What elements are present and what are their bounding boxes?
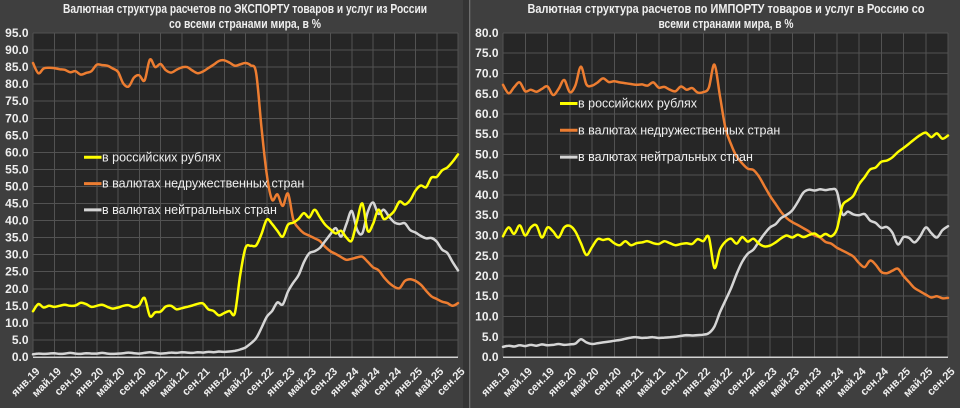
svg-text:80.0: 80.0	[5, 77, 29, 91]
svg-text:15.0: 15.0	[475, 289, 499, 303]
svg-text:65.0: 65.0	[5, 128, 29, 142]
svg-text:90.0: 90.0	[5, 43, 29, 57]
svg-text:35.0: 35.0	[475, 208, 499, 222]
svg-text:85.0: 85.0	[5, 60, 29, 74]
svg-text:0.0: 0.0	[482, 350, 499, 364]
svg-text:50.0: 50.0	[5, 180, 29, 194]
svg-text:в валютах недружественных стра: в валютах недружественных стран	[102, 177, 304, 191]
svg-text:25.0: 25.0	[475, 249, 499, 263]
svg-text:95.0: 95.0	[5, 26, 29, 40]
svg-text:Валютная структура расчетов по: Валютная структура расчетов по ЭКСПОРТУ …	[63, 2, 427, 16]
svg-text:Валютная структура расчетов по: Валютная структура расчетов по ИМПОРТУ т…	[528, 2, 925, 16]
svg-text:0.0: 0.0	[12, 350, 29, 364]
svg-text:45.0: 45.0	[5, 197, 29, 211]
svg-text:в российских рублях: в российских рублях	[578, 97, 698, 111]
svg-text:10.0: 10.0	[5, 316, 29, 330]
svg-text:в валютах недружественных стра: в валютах недружественных стран	[578, 123, 780, 137]
svg-text:75.0: 75.0	[475, 46, 499, 60]
svg-text:30.0: 30.0	[475, 229, 499, 243]
svg-text:40.0: 40.0	[5, 214, 29, 228]
svg-text:55.0: 55.0	[475, 127, 499, 141]
svg-text:20.0: 20.0	[475, 269, 499, 283]
svg-text:10.0: 10.0	[475, 310, 499, 324]
svg-text:35.0: 35.0	[5, 231, 29, 245]
svg-text:75.0: 75.0	[5, 94, 29, 108]
svg-text:45.0: 45.0	[475, 168, 499, 182]
svg-text:55.0: 55.0	[5, 162, 29, 176]
svg-text:50.0: 50.0	[475, 148, 499, 162]
svg-text:со всеми странами мира, в %: со всеми странами мира, в %	[169, 17, 321, 31]
svg-text:30.0: 30.0	[5, 248, 29, 262]
svg-text:в валютах нейтральных стран: в валютах нейтральных стран	[578, 150, 753, 164]
svg-text:5.0: 5.0	[12, 333, 29, 347]
svg-text:65.0: 65.0	[475, 87, 499, 101]
svg-text:80.0: 80.0	[475, 26, 499, 40]
svg-text:60.0: 60.0	[475, 107, 499, 121]
svg-text:60.0: 60.0	[5, 145, 29, 159]
svg-text:20.0: 20.0	[5, 282, 29, 296]
svg-text:25.0: 25.0	[5, 265, 29, 279]
svg-text:5.0: 5.0	[482, 330, 499, 344]
svg-text:70.0: 70.0	[475, 67, 499, 81]
svg-text:40.0: 40.0	[475, 188, 499, 202]
svg-text:15.0: 15.0	[5, 299, 29, 313]
svg-text:в российских рублях: в российских рублях	[102, 150, 222, 164]
svg-text:в валютах нейтральных стран: в валютах нейтральных стран	[102, 203, 277, 217]
svg-text:70.0: 70.0	[5, 111, 29, 125]
svg-text:всеми странами мира, в %: всеми странами мира, в %	[659, 17, 794, 31]
